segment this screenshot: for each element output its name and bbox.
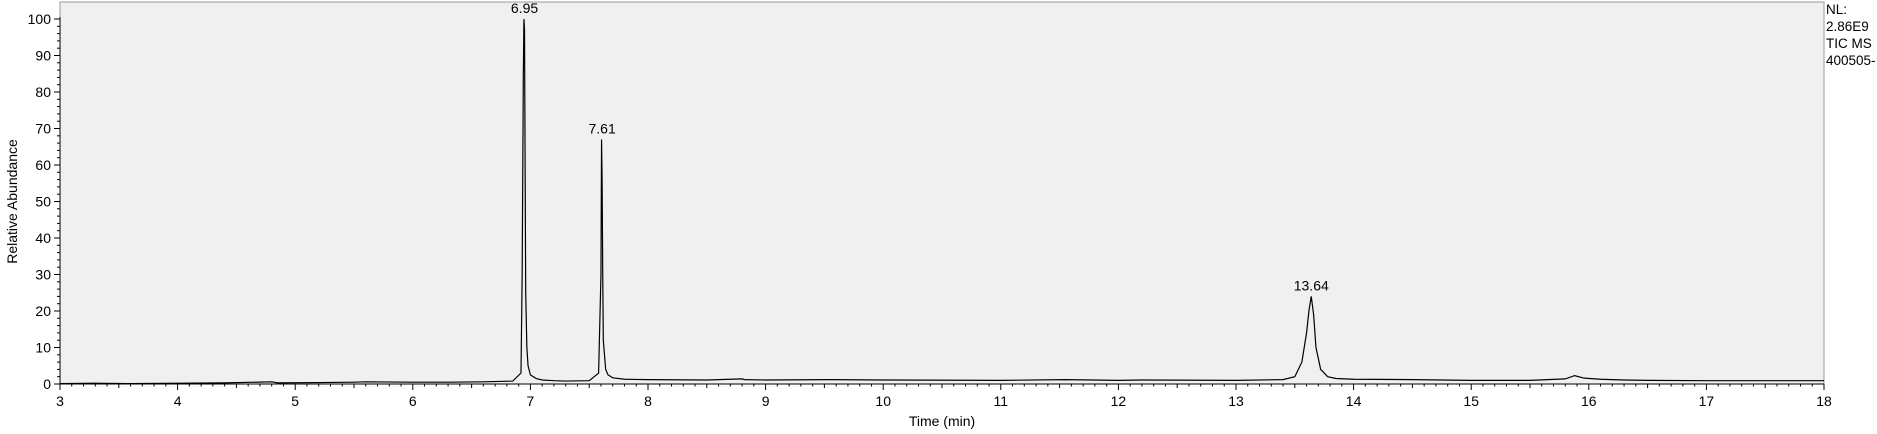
x-tick-label: 14 [1346,393,1362,409]
y-tick-label: 30 [35,267,51,283]
x-tick-label: 16 [1581,393,1597,409]
x-axis-title: Time (min) [909,413,975,429]
x-tick-label: 10 [875,393,891,409]
y-axis: 0 10 20 30 40 50 60 70 80 90 100 [28,11,61,392]
y-tick-label: 60 [35,157,51,173]
y-tick-label: 50 [35,194,51,210]
x-tick-label: 17 [1699,393,1715,409]
x-tick-label: 4 [174,393,182,409]
y-tick-label: 10 [35,340,51,356]
x-axis: 3 4 5 6 7 8 9 10 11 12 13 14 15 16 17 18 [56,383,1832,409]
x-tick-label: 6 [409,393,417,409]
x-tick-label: 8 [644,393,652,409]
peak-label: 13.64 [1294,277,1329,293]
y-tick-label: 100 [28,11,52,27]
x-tick-label: 15 [1463,393,1479,409]
peak-label: 6.95 [511,0,538,16]
y-tick-label: 70 [35,121,51,137]
y-tick-label: 0 [43,376,51,392]
peak-labels: 6.95 7.61 13.64 [511,0,1329,293]
y-axis-title: Relative Abundance [4,139,20,264]
y-tick-label: 20 [35,303,51,319]
y-tick-label: 40 [35,230,51,246]
info-line: 400505- [1826,53,1876,68]
info-line: NL: [1826,2,1847,17]
peak-label: 7.61 [589,120,616,136]
x-tick-label: 3 [56,393,64,409]
series-line [59,18,1824,385]
y-tick-label: 90 [35,48,51,64]
info-line: 2.86E9 [1826,19,1869,34]
info-block: NL: 2.86E9 TIC MS 400505- [1826,2,1876,68]
plot-area [59,1,1825,385]
x-tick-label: 13 [1228,393,1244,409]
info-line: TIC MS [1826,36,1872,51]
x-tick-label: 11 [994,393,1009,409]
y-tick-label: 80 [35,84,51,100]
x-tick-label: 12 [1111,393,1127,409]
x-tick-label: 5 [291,393,299,409]
x-tick-label: 18 [1816,393,1832,409]
x-tick-label: 7 [527,393,535,409]
x-tick-label: 9 [762,393,770,409]
